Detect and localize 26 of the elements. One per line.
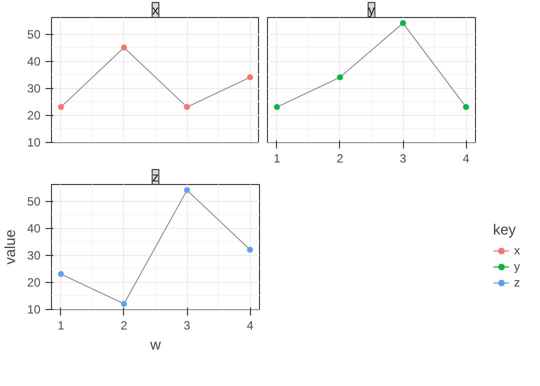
x-axis-title: w [149,338,162,354]
x-tick-label: 1 [274,152,281,166]
legend-title: key [493,222,517,238]
y-tick-label: 20 [27,108,41,123]
x-tick-label: 3 [184,318,191,332]
y-axis-title: value [3,229,20,265]
y-tick-label: 30 [27,248,41,263]
y-tick-label: 10 [27,302,41,317]
legend-label: z [514,276,521,290]
chart-title: z [152,170,159,184]
x-tick-label: 4 [462,152,470,166]
y-tick-label: 40 [27,222,41,236]
x-tick-label: 2 [336,152,344,166]
y-tick-label: 50 [27,28,41,42]
y-tick-label: 50 [27,194,41,209]
x-tick-label: 1 [58,318,65,332]
y-tick-label: 40 [27,54,41,69]
y-tick-label: 10 [27,136,41,150]
x-tick-label: 2 [120,318,128,332]
y-tick-label: 20 [27,276,41,290]
x-tick-label: 3 [400,152,407,166]
chart-title: x [152,2,160,18]
legend-label: y [514,260,521,274]
y-tick-label: 30 [27,82,41,96]
legend-label: x [514,244,521,258]
x-tick-label: 4 [246,318,254,332]
